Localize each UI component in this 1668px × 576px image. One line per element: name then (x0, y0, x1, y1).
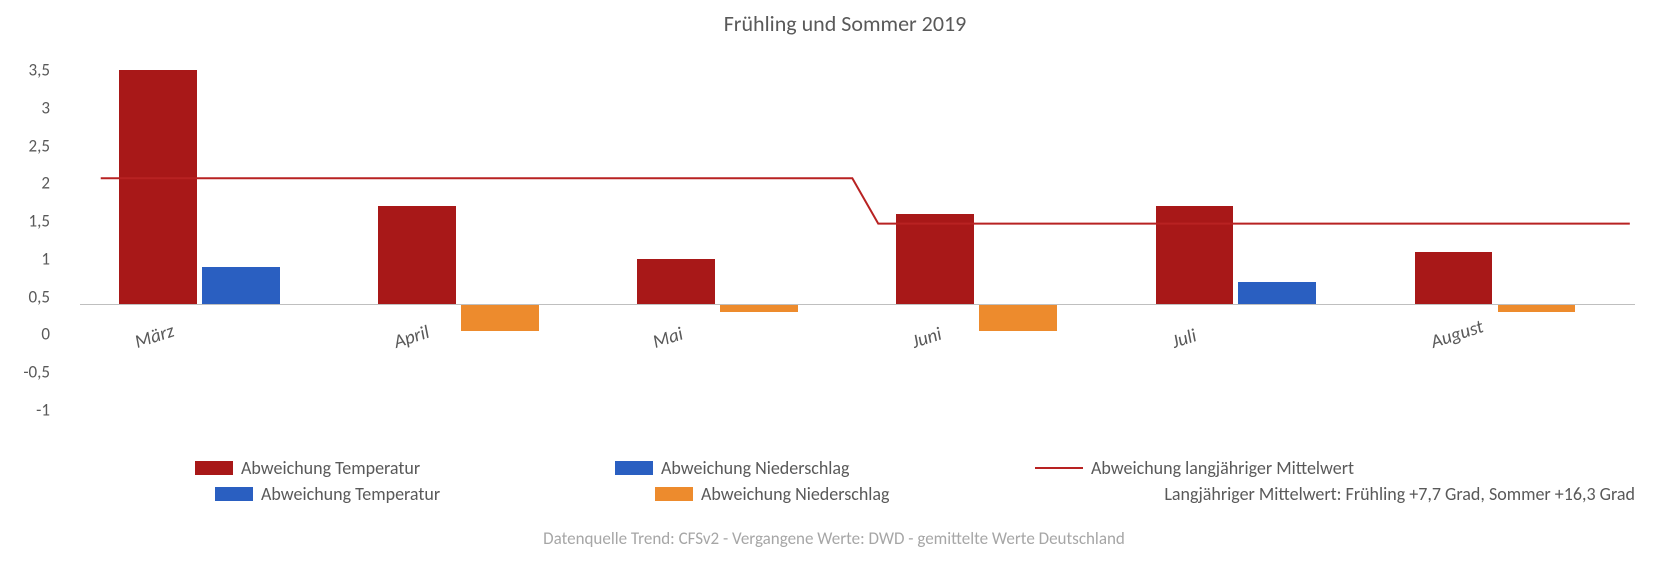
legend: Abweichung Temperatur Abweichung Niedersc… (55, 455, 1635, 507)
x-axis-label: März (132, 320, 177, 354)
legend-item: Abweichung langjähriger Mittelwert (1035, 457, 1354, 479)
legend-line-icon (1035, 467, 1083, 469)
chart-container: Frühling und Sommer 2019 3,532,521,510,5… (55, 10, 1635, 410)
x-axis-label: Juni (909, 323, 945, 354)
legend-label: Abweichung langjähriger Mittelwert (1091, 457, 1354, 479)
legend-label: Abweichung Temperatur (241, 457, 420, 479)
legend-item: Abweichung Temperatur (215, 483, 595, 505)
legend-label: Abweichung Temperatur (261, 483, 440, 505)
legend-swatch (215, 487, 253, 501)
legend-item: Abweichung Niederschlag (615, 457, 975, 479)
y-tick-label: 0,5 (10, 286, 50, 307)
footnote: Datenquelle Trend: CFSv2 - Vergangene We… (0, 528, 1668, 549)
legend-item: Abweichung Niederschlag (655, 483, 995, 505)
legend-row-2: Abweichung Temperatur Abweichung Niedersc… (55, 481, 1635, 507)
legend-swatch (195, 461, 233, 475)
y-tick-label: 3 (10, 97, 50, 118)
legend-swatch (655, 487, 693, 501)
y-tick-label: 1,5 (10, 211, 50, 232)
y-tick-label: 0 (10, 324, 50, 345)
y-tick-label: 3,5 (10, 60, 50, 81)
x-axis-label: Mai (650, 323, 686, 354)
y-tick-label: -0,5 (10, 362, 50, 383)
legend-item: Abweichung Temperatur (195, 457, 555, 479)
y-tick-label: -1 (10, 400, 50, 421)
legend-label: Abweichung Niederschlag (701, 483, 890, 505)
legend-label: Abweichung Niederschlag (661, 457, 850, 479)
y-tick-label: 1 (10, 248, 50, 269)
chart-title: Frühling und Sommer 2019 (55, 10, 1635, 37)
x-axis-label: August (1428, 316, 1486, 355)
y-tick-label: 2 (10, 173, 50, 194)
x-axis-label: Juli (1169, 325, 1199, 354)
legend-row-1: Abweichung Temperatur Abweichung Niedersc… (55, 455, 1635, 481)
legend-sub-note: Langjähriger Mittelwert: Frühling +7,7 G… (1164, 483, 1635, 505)
legend-swatch (615, 461, 653, 475)
zero-line (80, 304, 1635, 305)
plot-area: März April Mai Juni Juli August (80, 40, 1635, 380)
x-labels-layer: März April Mai Juni Juli August (80, 40, 1635, 380)
y-tick-label: 2,5 (10, 135, 50, 156)
x-axis-label: April (391, 321, 432, 354)
